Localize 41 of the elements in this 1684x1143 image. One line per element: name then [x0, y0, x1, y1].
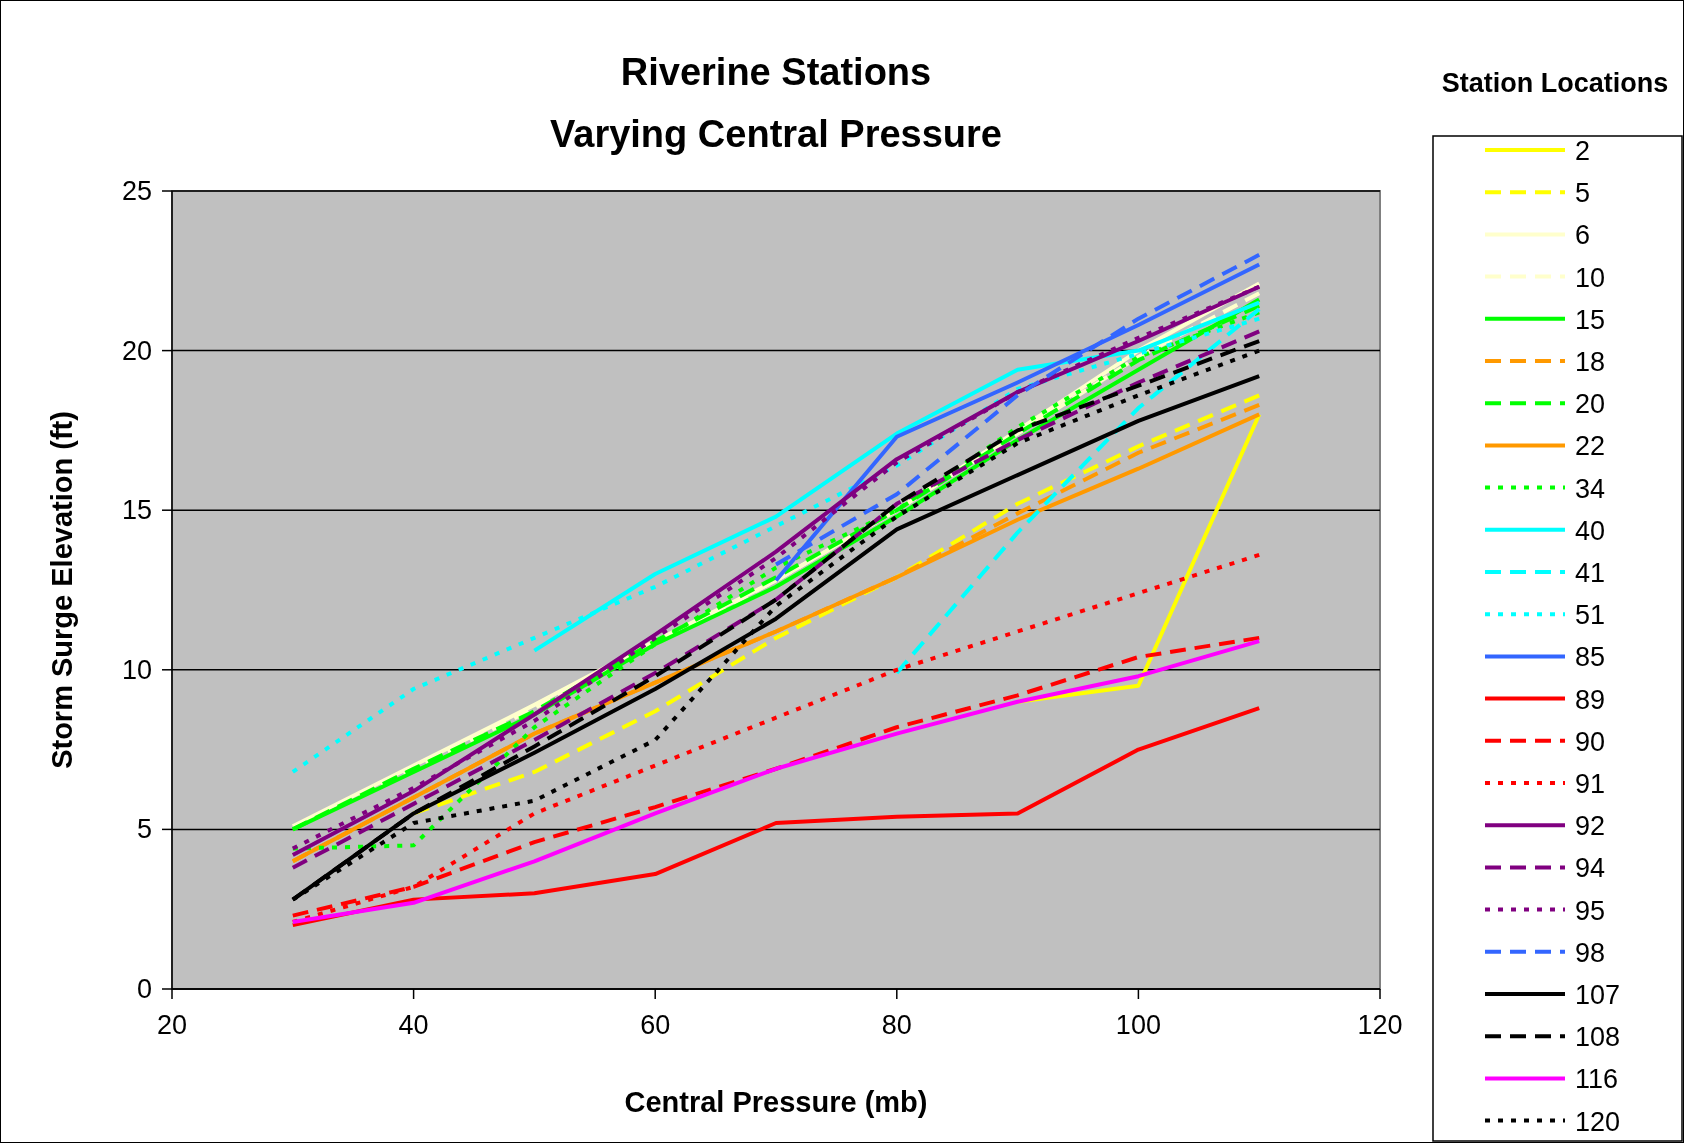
x-tick-label: 80	[881, 1010, 912, 1040]
legend-label: 85	[1575, 642, 1606, 673]
legend-label: 41	[1575, 558, 1606, 588]
y-tick-label: 25	[121, 176, 152, 206]
legend-label: 18	[1575, 347, 1606, 377]
legend-label: 5	[1575, 178, 1591, 209]
x-tick-label: 100	[1115, 1010, 1161, 1040]
legend-label: 116	[1575, 1064, 1619, 1095]
legend-label: 20	[1575, 389, 1606, 420]
legend-label: 108	[1575, 1022, 1621, 1053]
y-tick-label: 5	[136, 814, 152, 845]
legend-label: 2	[1575, 136, 1591, 166]
legend-label: 40	[1575, 515, 1606, 546]
y-tick-label: 15	[121, 495, 152, 526]
chart-subtitle: Varying Central Pressure	[550, 113, 1002, 155]
legend-label: 51	[1575, 600, 1606, 631]
legend-label: 91	[1575, 769, 1606, 799]
x-tick-label: 40	[398, 1010, 429, 1040]
legend-label: 95	[1575, 895, 1606, 926]
legend-label: 15	[1575, 304, 1606, 335]
chart-title: Riverine Stations	[620, 51, 932, 93]
legend-title: Station Locations	[1441, 68, 1669, 98]
legend-label: 94	[1575, 853, 1606, 884]
y-tick-label: 10	[121, 654, 152, 685]
y-tick-label: 20	[121, 335, 152, 366]
legend-label: 34	[1575, 473, 1606, 504]
x-axis-title: Central Pressure (mb)	[624, 1086, 928, 1118]
legend-label: 92	[1575, 811, 1606, 842]
legend-label: 6	[1575, 220, 1591, 251]
legend-label: 90	[1575, 726, 1606, 757]
legend-label: 89	[1575, 684, 1606, 715]
x-tick-label: 120	[1357, 1010, 1403, 1040]
y-tick-label: 0	[136, 974, 152, 1004]
x-tick-label: 60	[640, 1010, 671, 1040]
legend-label: 10	[1575, 262, 1606, 293]
legend-label: 107	[1575, 980, 1621, 1010]
legend-label: 22	[1575, 431, 1606, 462]
x-tick-label: 20	[156, 1010, 188, 1040]
y-axis-title: Storm Surge Elevation (ft)	[46, 411, 78, 769]
legend-label: 120	[1575, 1106, 1621, 1137]
legend-label: 98	[1575, 937, 1606, 968]
